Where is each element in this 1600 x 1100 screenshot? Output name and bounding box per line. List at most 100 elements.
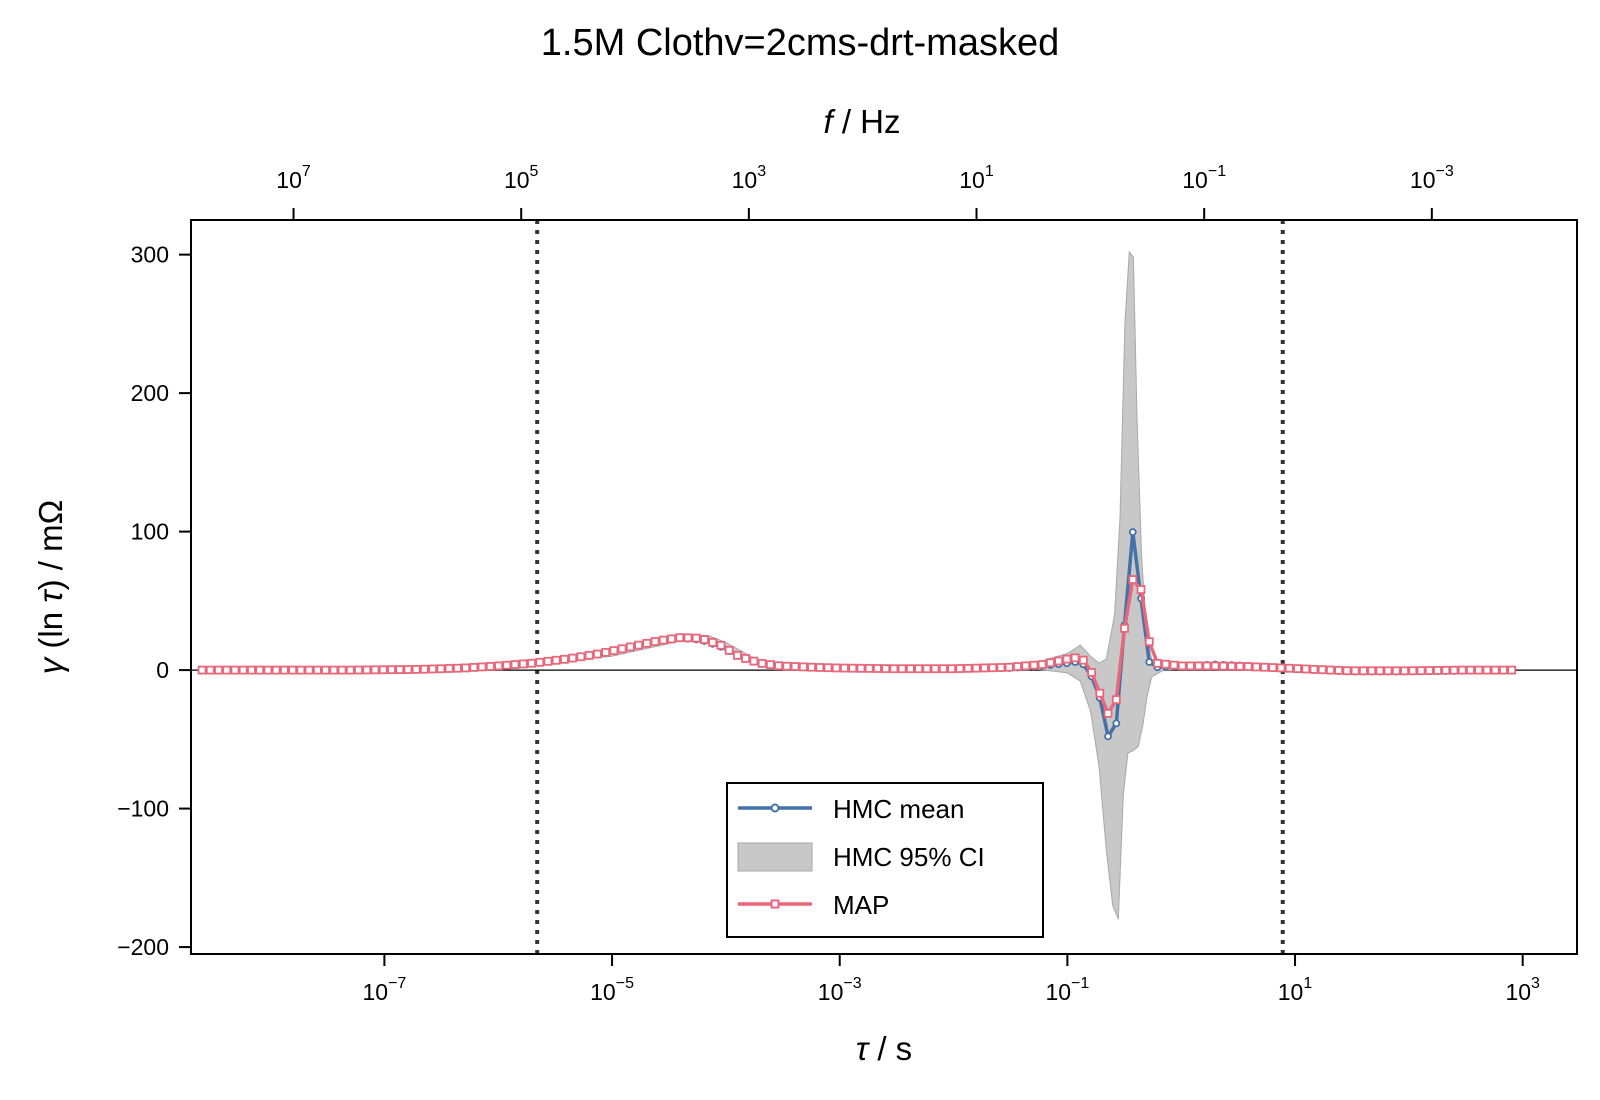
map-point — [782, 661, 792, 671]
top-x-tick-label: 101 — [959, 163, 994, 193]
map-point — [1466, 665, 1475, 675]
map-point — [230, 665, 240, 675]
legend-hmc-label: HMC mean — [833, 794, 964, 824]
map-point — [700, 635, 709, 644]
map-point — [1284, 663, 1294, 673]
y-tick-label: −100 — [117, 796, 169, 822]
bottom-x-ticks: 10−7 10−5 10−3 10−1 101 103 — [362, 954, 1540, 1005]
map-point — [1375, 666, 1385, 676]
map-point — [1408, 666, 1418, 676]
map-point — [205, 665, 215, 675]
map-point — [527, 658, 536, 668]
legend-item-hmc-mean: HMC mean — [738, 794, 964, 824]
top-x-axis-title: f / Hz — [823, 103, 900, 140]
map-point — [642, 638, 652, 648]
map-point — [798, 662, 808, 672]
map-point — [749, 656, 759, 666]
map-point — [296, 665, 306, 675]
map-point — [1128, 575, 1138, 584]
top-x-tick-label: 107 — [276, 163, 311, 193]
map-point — [1243, 662, 1253, 671]
chart-title: 1.5M Clothv=2cms-drt-masked — [541, 22, 1059, 64]
map-point — [395, 665, 405, 674]
map-point — [279, 665, 289, 675]
map-point — [1218, 661, 1228, 671]
hmc-mean-point — [1112, 719, 1121, 728]
map-point — [592, 649, 602, 659]
map-point — [1490, 665, 1500, 675]
map-point — [1070, 653, 1080, 663]
map-point — [510, 660, 520, 669]
map-point — [1021, 661, 1031, 671]
map-point — [518, 659, 528, 669]
map-point — [1433, 666, 1442, 675]
map-point — [1441, 665, 1451, 675]
hmc-mean-markers — [198, 528, 1516, 741]
map-point — [560, 654, 569, 664]
map-point — [494, 661, 503, 671]
map-point — [1136, 585, 1146, 594]
map-point — [1276, 663, 1286, 673]
map-point — [1029, 660, 1039, 670]
map-point — [741, 654, 751, 663]
map-point — [1482, 665, 1492, 675]
map-point — [790, 662, 800, 671]
map-point — [765, 660, 775, 669]
map-point — [1424, 666, 1434, 675]
map-point — [1194, 661, 1204, 671]
map-point — [840, 663, 849, 673]
x-tick-label: 10−5 — [590, 975, 634, 1005]
x-axis-title: τ / s — [856, 1030, 912, 1067]
map-point — [247, 665, 256, 675]
map-point — [889, 664, 899, 674]
map-point — [214, 665, 223, 675]
map-point — [1400, 666, 1409, 676]
map-point — [1416, 666, 1426, 676]
y-tick-label: 100 — [131, 519, 169, 545]
map-point — [807, 662, 816, 672]
y-tick-label: 200 — [131, 380, 169, 406]
map-point — [1087, 668, 1096, 677]
map-point — [584, 650, 594, 660]
map-point — [1268, 663, 1278, 672]
map-point — [1367, 666, 1377, 676]
legend: HMC mean HMC 95% CI MAP — [726, 782, 1044, 938]
y-tick-label: 0 — [156, 657, 169, 683]
hmc-mean-point — [1104, 732, 1112, 741]
map-point — [980, 663, 989, 673]
y-axis-title: γ (ln τ) / mΩ — [32, 500, 69, 675]
map-point — [774, 661, 783, 671]
map-point — [625, 642, 635, 652]
map-point — [312, 665, 322, 675]
map-point — [1095, 688, 1105, 698]
map-point — [477, 662, 487, 672]
map-point — [469, 663, 479, 672]
map-point — [831, 663, 841, 673]
y-tick-label: −200 — [117, 934, 169, 960]
map-point — [502, 660, 512, 670]
map-point — [1317, 665, 1327, 675]
map-point — [708, 638, 718, 647]
map-point — [971, 663, 981, 673]
map-point — [1062, 654, 1072, 664]
map-point — [955, 664, 965, 673]
map-point — [716, 640, 726, 650]
map-point — [658, 635, 668, 645]
legend-ci-label: HMC 95% CI — [833, 842, 985, 872]
map-point — [411, 665, 421, 674]
legend-ci-swatch — [737, 842, 813, 872]
map-point — [461, 663, 471, 673]
map-point — [354, 665, 363, 675]
map-point — [1507, 665, 1517, 675]
map-point — [238, 665, 248, 675]
top-x-tick-label: 105 — [504, 163, 539, 193]
map-point — [263, 665, 273, 675]
map-point — [535, 657, 545, 667]
map-point — [321, 665, 330, 675]
map-point — [848, 663, 858, 673]
map-point — [452, 663, 462, 673]
map-point — [1474, 665, 1484, 675]
map-point — [634, 640, 643, 650]
map-point — [683, 633, 693, 643]
